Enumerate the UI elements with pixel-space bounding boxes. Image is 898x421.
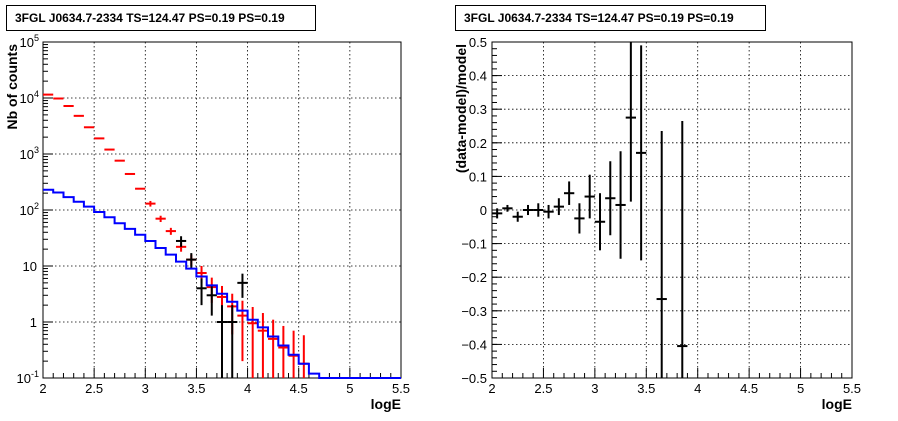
- y-tick-label: 105: [20, 33, 39, 50]
- x-tick-label: 3: [142, 381, 149, 396]
- y-tick-label: −0.4: [461, 337, 487, 352]
- y-tick-label: 10-1: [17, 369, 39, 386]
- x-tick-label: 4: [694, 381, 701, 396]
- y-tick-label: 0.4: [469, 69, 487, 84]
- x-tick-label: 3.5: [187, 381, 205, 396]
- x-tick-label: 5: [797, 381, 804, 396]
- y-tick-label: 102: [20, 201, 39, 218]
- y-tick-label: 10: [23, 259, 37, 274]
- x-tick-label: 2: [39, 381, 46, 396]
- y-tick-label: 103: [20, 145, 39, 162]
- y-tick-label: 1: [30, 315, 37, 330]
- y-tick-label: 0.3: [469, 102, 487, 117]
- y-tick-label: −0.3: [461, 304, 487, 319]
- y-tick-label: −0.1: [461, 237, 487, 252]
- x-tick-label: 4.5: [290, 381, 308, 396]
- y-axis-label: Nb of counts: [4, 44, 20, 130]
- y-tick-label: 0.1: [469, 169, 487, 184]
- y-tick-label: 0.5: [469, 35, 487, 50]
- y-tick-label: −0.5: [461, 371, 487, 386]
- y-tick-label: 0.2: [469, 136, 487, 151]
- x-tick-label: 2.5: [85, 381, 103, 396]
- model-step-line: [43, 188, 401, 379]
- x-tick-label: 3.5: [637, 381, 655, 396]
- y-tick-label: 104: [20, 89, 39, 106]
- x-axis-label: logE: [371, 396, 401, 412]
- x-tick-label: 5: [346, 381, 353, 396]
- chart-title-right-text: 3FGL J0634.7-2334 TS=124.47 PS=0.19 PS=0…: [464, 11, 734, 25]
- x-tick-label: 4.5: [740, 381, 758, 396]
- x-tick-label: 3: [591, 381, 598, 396]
- x-tick-label: 5.5: [843, 381, 861, 396]
- y-axis-label: (data-model)/model: [453, 44, 469, 173]
- x-axis-label: logE: [822, 396, 852, 412]
- y-tick-label: −0.2: [461, 270, 487, 285]
- x-tick-label: 5.5: [392, 381, 410, 396]
- x-tick-label: 2: [488, 381, 495, 396]
- x-tick-label: 2.5: [534, 381, 552, 396]
- chart-title-left: 3FGL J0634.7-2334 TS=124.47 PS=0.19 PS=0…: [6, 5, 316, 31]
- chart-title-right: 3FGL J0634.7-2334 TS=124.47 PS=0.19 PS=0…: [455, 5, 766, 31]
- chart-title-left-text: 3FGL J0634.7-2334 TS=124.47 PS=0.19 PS=0…: [15, 11, 285, 25]
- y-tick-label: 0: [480, 203, 487, 218]
- x-tick-label: 4: [244, 381, 251, 396]
